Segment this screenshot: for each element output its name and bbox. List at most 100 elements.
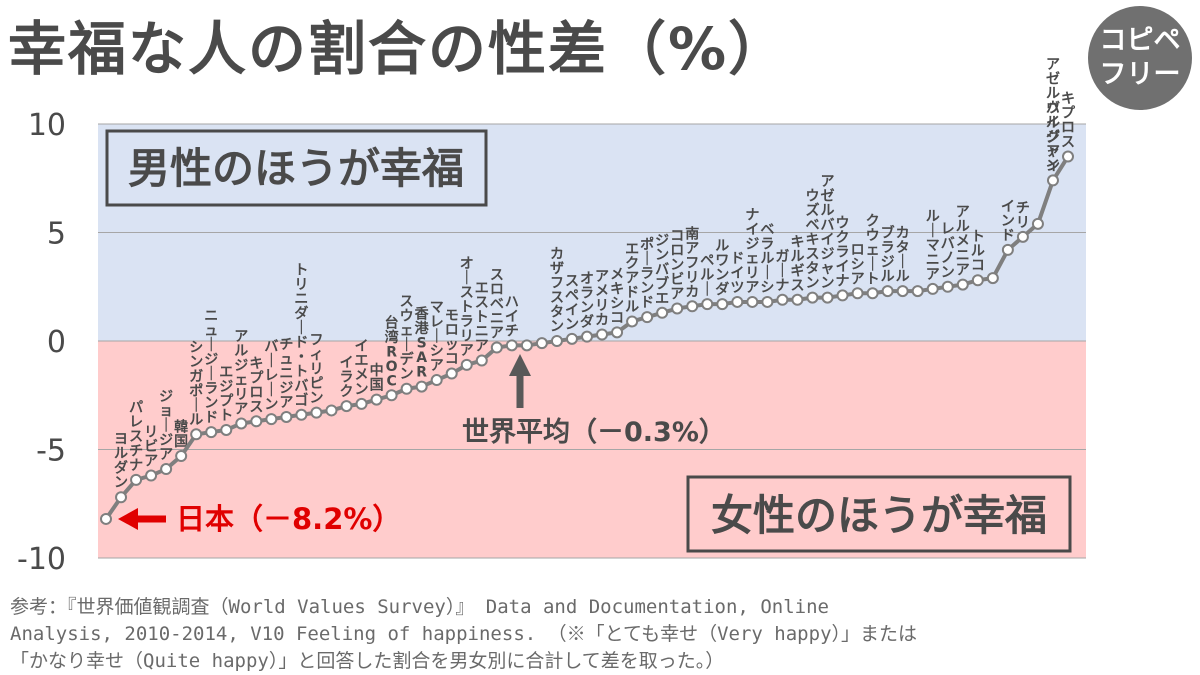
country-label: アゼルバイジャン <box>821 174 835 292</box>
badge-line-2: フリー <box>1099 59 1181 90</box>
data-point <box>926 282 939 295</box>
country-label: ガ｜ナ <box>775 249 789 294</box>
country-label: キルギス <box>790 234 804 293</box>
country-label: 韓国 <box>174 419 188 451</box>
data-point <box>385 389 398 402</box>
country-label: ニュ｜ジ｜ランド <box>204 309 218 427</box>
country-label: アゼルバイジャン <box>1046 57 1060 175</box>
data-point <box>776 293 789 306</box>
country-label: チリ <box>1016 200 1030 231</box>
data-point <box>731 295 744 308</box>
data-point <box>1001 243 1014 256</box>
data-point <box>280 410 293 423</box>
country-label: ジンバブエ <box>655 233 669 307</box>
country-label: アルメニア <box>956 205 970 279</box>
data-point <box>971 274 984 287</box>
data-point <box>340 400 353 413</box>
data-point <box>761 295 774 308</box>
data-point <box>130 473 143 486</box>
country-label: コロンビア <box>670 228 684 302</box>
country-label: ウルグアイ <box>1046 100 1060 174</box>
data-point <box>866 287 879 300</box>
y-tick-label: 0 <box>47 325 66 360</box>
country-label: ベラル｜シ <box>760 222 774 296</box>
country-labels: ヨルダンパレスチナリビアジョ｜ジア韓国シンガポ｜ルニュ｜ジ｜ランドエジプトアルジ… <box>114 57 1076 491</box>
data-point <box>295 408 308 421</box>
country-label: ルワンダ <box>715 239 729 298</box>
data-point <box>550 335 563 347</box>
country-label: オランダ <box>580 271 594 331</box>
data-point <box>986 272 999 285</box>
data-point <box>445 367 458 380</box>
country-label: ナイジェリア <box>745 207 759 296</box>
data-point <box>746 295 759 308</box>
country-label: ペル｜ <box>700 253 714 298</box>
data-point <box>701 298 714 311</box>
data-point <box>716 298 729 311</box>
data-point <box>611 326 624 339</box>
country-label: スウェ｜デン <box>400 294 415 383</box>
country-label: 中国 <box>370 362 384 394</box>
y-tick-label: -5 <box>36 434 66 469</box>
badge-line-1: コピペ <box>1099 25 1181 56</box>
country-label: アルジェリア <box>234 329 248 418</box>
data-series <box>100 150 1074 525</box>
data-point <box>941 280 954 293</box>
data-point <box>220 423 233 436</box>
data-point <box>160 463 173 476</box>
page-title: 幸福な人の割合の性差（%） <box>8 15 789 83</box>
data-point <box>310 406 323 419</box>
country-label: 台湾 R O C <box>385 314 399 389</box>
data-point <box>656 306 669 319</box>
country-label: ジョ｜ジア <box>159 389 173 463</box>
data-point <box>370 393 383 406</box>
data-point <box>821 291 834 304</box>
country-label: エクアドル <box>625 241 639 315</box>
country-label: オ｜ストラリア <box>460 256 474 359</box>
world-average-arrow-head <box>509 354 531 376</box>
country-label: ル｜マニア <box>926 209 940 283</box>
country-label: チュニジア <box>279 337 293 411</box>
data-point <box>1062 150 1074 163</box>
data-point <box>911 285 924 298</box>
country-label: バ｜レ｜ン <box>264 339 278 413</box>
female-region-label-box <box>686 475 1072 553</box>
copy-free-badge: コピペ フリー <box>1088 6 1192 110</box>
female-region-label: 女性のほうが幸福 <box>711 491 1047 540</box>
y-axis: 10 5 0 -5 -10 <box>17 108 66 577</box>
y-tick-label: 10 <box>28 108 66 143</box>
country-label: リビア <box>144 425 158 470</box>
male-region-label-box <box>105 129 488 207</box>
country-label: アメリカ <box>595 269 609 329</box>
country-label: 南アフリカ <box>685 225 699 300</box>
data-point <box>265 413 278 426</box>
male-region-label: 男性のほうが幸福 <box>128 144 464 193</box>
country-label: 香港 S A R <box>414 306 430 381</box>
data-point <box>145 469 158 482</box>
data-point <box>235 417 248 430</box>
data-point <box>205 426 218 439</box>
data-point <box>1031 217 1044 230</box>
country-label: シンガポ｜ル <box>189 340 203 429</box>
footnote-line-3: 「かなり幸せ（Quite happy）」と回答した割合を男女別に合計して差を取っ… <box>10 650 725 672</box>
country-label: ウズベキスタン <box>805 189 819 292</box>
data-point <box>881 285 894 298</box>
country-label: ブラジル <box>881 225 895 286</box>
country-label: キプロス <box>1061 91 1076 151</box>
country-label: キプロス <box>249 356 264 416</box>
country-label: カタ｜ル <box>896 226 910 286</box>
gender-happiness-chart: 10 5 0 -5 -10 ヨルダンパレスチナリビアジョ｜ジア韓国シンガポ｜ルニュ｜ジ｜… <box>17 57 1086 577</box>
country-label: カザフスタン <box>550 247 564 336</box>
footnote-line-2: Analysis, 2010-2014, V10 Feeling of happ… <box>10 623 918 645</box>
country-label: トルコ <box>971 229 985 274</box>
data-point <box>1046 174 1059 187</box>
data-point <box>641 311 654 324</box>
data-point <box>896 285 909 298</box>
data-point <box>115 491 128 504</box>
world-average-label: 世界平均（－0.3%） <box>462 417 726 448</box>
country-label: メキシコ <box>610 267 624 327</box>
data-point <box>190 428 203 441</box>
data-point <box>686 300 699 313</box>
data-point <box>100 512 112 525</box>
data-point <box>626 315 639 328</box>
